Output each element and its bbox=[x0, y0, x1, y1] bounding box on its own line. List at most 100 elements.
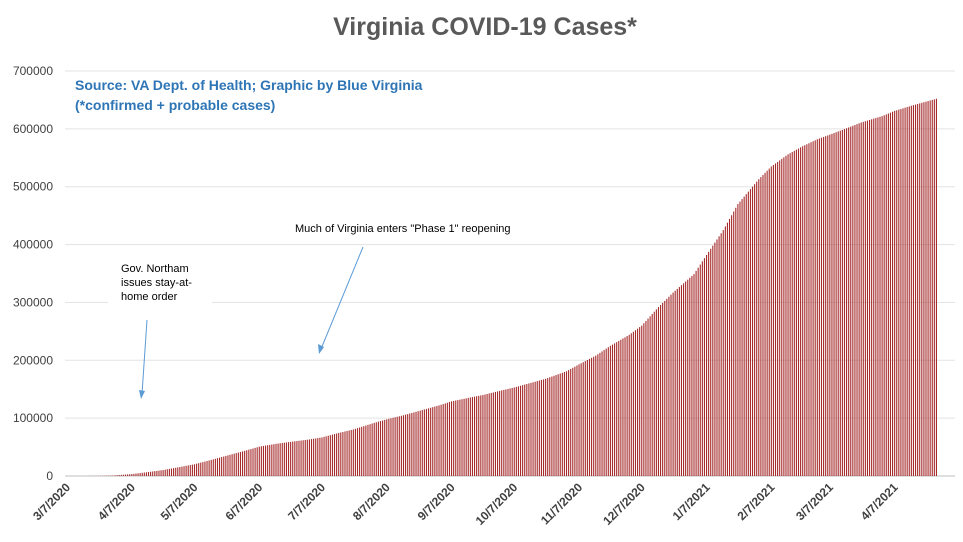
bar bbox=[647, 318, 649, 476]
bar bbox=[448, 402, 451, 476]
bar bbox=[242, 451, 244, 476]
bar bbox=[323, 436, 325, 476]
bar bbox=[591, 357, 593, 476]
bar bbox=[179, 467, 181, 476]
bar bbox=[653, 311, 655, 476]
bar bbox=[507, 388, 509, 476]
bar bbox=[549, 377, 551, 476]
bar bbox=[147, 472, 150, 476]
bar bbox=[871, 119, 873, 476]
bar bbox=[405, 414, 407, 476]
bar bbox=[687, 279, 689, 476]
bar bbox=[651, 314, 653, 476]
bar bbox=[722, 230, 724, 476]
bar bbox=[294, 441, 296, 476]
bar bbox=[515, 386, 517, 476]
bar bbox=[835, 132, 837, 476]
bar bbox=[248, 449, 250, 476]
source-note: Source: VA Dept. of Health; Graphic by B… bbox=[75, 77, 423, 113]
bar bbox=[206, 461, 208, 476]
bar bbox=[356, 428, 359, 476]
bar bbox=[451, 401, 453, 476]
bar bbox=[770, 166, 772, 476]
bar bbox=[697, 267, 699, 476]
bar bbox=[611, 344, 614, 476]
bar bbox=[553, 375, 555, 476]
bar bbox=[260, 446, 262, 476]
bar bbox=[649, 316, 651, 476]
bar bbox=[501, 390, 503, 476]
bar bbox=[791, 152, 793, 476]
bar bbox=[877, 117, 879, 477]
bar bbox=[643, 323, 645, 476]
bar bbox=[873, 118, 875, 477]
bar bbox=[409, 413, 411, 476]
bar bbox=[519, 385, 522, 476]
bar bbox=[352, 429, 354, 476]
bar bbox=[379, 421, 382, 476]
bar bbox=[258, 446, 260, 476]
bar bbox=[317, 438, 319, 476]
bar bbox=[829, 134, 831, 476]
bar bbox=[772, 164, 774, 476]
bar bbox=[459, 399, 461, 476]
annotation-1-box bbox=[108, 258, 212, 308]
bar bbox=[265, 445, 267, 476]
bar bbox=[275, 443, 277, 476]
bar bbox=[676, 288, 678, 476]
bar bbox=[908, 106, 910, 477]
bar bbox=[133, 473, 135, 476]
bar bbox=[421, 410, 423, 476]
bar bbox=[453, 400, 455, 476]
bar bbox=[361, 426, 363, 476]
bar bbox=[674, 290, 676, 476]
bar bbox=[716, 239, 718, 476]
bar bbox=[463, 398, 465, 476]
bar bbox=[327, 435, 329, 476]
bar bbox=[664, 300, 666, 476]
annotations: Gov. Northam issues stay-at- home order … bbox=[108, 218, 558, 399]
bar bbox=[476, 396, 478, 476]
bar bbox=[173, 468, 175, 476]
bar bbox=[793, 150, 795, 476]
bar bbox=[231, 454, 233, 476]
bar bbox=[898, 109, 900, 477]
bar bbox=[603, 350, 605, 476]
bar bbox=[927, 101, 929, 476]
bar bbox=[331, 434, 333, 476]
bar bbox=[469, 397, 471, 476]
bar bbox=[906, 107, 908, 477]
bar bbox=[396, 416, 398, 476]
bar bbox=[365, 425, 367, 476]
y-tick-label: 700000 bbox=[13, 64, 53, 78]
bar bbox=[388, 418, 390, 476]
bar bbox=[607, 347, 609, 476]
x-axis-ticks: 3/7/2020 4/7/2020 5/7/2020 6/7/2020 7/7/2020… bbox=[30, 480, 901, 528]
bar bbox=[601, 351, 603, 476]
bar bbox=[193, 464, 196, 476]
bar bbox=[363, 426, 365, 476]
bar bbox=[626, 336, 628, 476]
bar bbox=[233, 453, 235, 476]
bar bbox=[127, 474, 129, 476]
bar bbox=[221, 457, 223, 476]
bar bbox=[904, 107, 906, 477]
bar bbox=[183, 466, 185, 476]
bar bbox=[279, 443, 281, 476]
bar bbox=[710, 248, 712, 476]
bar bbox=[246, 450, 248, 476]
bar bbox=[852, 125, 854, 477]
bar bbox=[655, 309, 657, 476]
bar bbox=[597, 354, 599, 476]
bar bbox=[839, 130, 841, 477]
bar bbox=[219, 457, 221, 476]
bar bbox=[561, 372, 563, 476]
bar bbox=[135, 473, 137, 476]
bar bbox=[743, 196, 745, 477]
bar bbox=[823, 136, 825, 476]
bar bbox=[628, 334, 630, 476]
bar bbox=[394, 417, 396, 476]
bar bbox=[336, 433, 338, 476]
bar bbox=[530, 382, 532, 476]
bar bbox=[695, 270, 697, 476]
